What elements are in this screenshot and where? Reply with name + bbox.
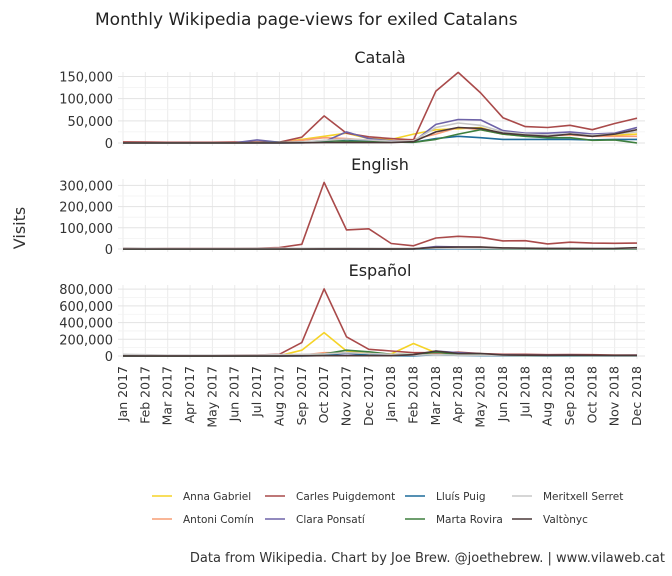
x-tick-label: Apr 2018 [450,366,465,423]
y-tick-label: 100,000 [59,93,113,108]
legend: Anna Gabriel Antoni Comín Carles Puigdemon… [152,491,623,526]
x-tick-label: Dec 2018 [629,366,644,426]
legend-item-marta-rovira: Marta Rovira [405,514,503,526]
x-tick-label: Jun 2018 [495,366,510,422]
legend-label: Carles Puigdemont [296,491,395,503]
x-tick-label: Mar 2018 [428,366,443,425]
legend-item-valtonyc: Valtònyc [512,514,588,526]
x-tick-label: Dec 2017 [361,366,376,426]
x-tick-label: Oct 2018 [584,366,599,423]
x-tick-label: Jan 2017 [115,366,130,422]
x-tick-label: May 2018 [473,366,488,428]
legend-label: Clara Ponsatí [296,514,366,526]
legend-item-clara-ponsati: Clara Ponsatí [265,514,366,526]
x-tick-label: Sep 2017 [294,366,309,425]
x-tick-label: Jun 2017 [227,366,242,422]
y-tick-label: 300,000 [59,179,113,194]
legend-label: Antoni Comín [183,514,254,526]
y-tick-label: 50,000 [68,115,114,130]
legend-label: Marta Rovira [436,514,503,526]
x-axis: Jan 2017 Feb 2017 Mar 2017 Apr 2017 May 2017… [115,366,644,428]
chart-title: Monthly Wikipedia page-views for exiled … [95,10,518,30]
series-line-valtonyc [123,246,638,250]
series-line-valtonyc [123,126,638,144]
legend-item-meritxell-serret: Meritxell Serret [512,491,623,503]
series-line-valtonyc [123,350,637,357]
x-tick-label: Oct 2017 [316,366,331,423]
y-tick-label: 400,000 [59,317,113,332]
chart-caption: Data from Wikipedia. Chart by Joe Brew. … [190,551,665,566]
y-tick-label: 0 [105,243,113,258]
y-tick-label: 200,000 [59,201,113,216]
x-tick-label: Nov 2017 [339,366,354,426]
x-tick-label: Jul 2018 [517,366,532,418]
panel-title-espanol: Español [349,261,412,280]
x-tick-label: May 2017 [204,366,219,428]
y-tick-label: 600,000 [59,300,113,315]
legend-label: Valtònyc [543,514,588,526]
legend-item-carles-puigdemont: Carles Puigdemont [265,491,395,503]
x-tick-label: Aug 2017 [271,366,286,426]
legend-item-lluis-puig: Lluís Puig [405,491,486,503]
y-tick-label: 150,000 [59,70,113,85]
legend-label: Lluís Puig [436,491,486,503]
panel-title-english: English [351,155,409,174]
x-tick-label: Jul 2017 [249,366,264,418]
legend-label: Anna Gabriel [183,491,251,503]
legend-label: Meritxell Serret [543,491,623,503]
x-tick-label: Mar 2017 [160,366,175,425]
x-tick-label: Feb 2018 [406,366,421,424]
y-tick-label: 800,000 [59,283,113,298]
x-tick-label: Feb 2017 [137,366,152,424]
y-tick-label: 0 [105,350,113,365]
x-tick-label: Jan 2018 [383,366,398,422]
x-tick-label: Aug 2018 [540,366,555,426]
legend-item-antoni-comin: Antoni Comín [152,514,254,526]
chart-panels: Català 0 50,000 100,000 150,000 English 0 100,0… [59,48,645,365]
y-tick-label: 0 [105,137,113,152]
y-tick-label: 200,000 [59,333,113,348]
legend-item-anna-gabriel: Anna Gabriel [152,491,251,503]
y-axis-label: Visits [10,207,29,249]
x-tick-label: Apr 2017 [182,366,197,423]
x-tick-label: Nov 2018 [607,366,622,426]
y-tick-label: 100,000 [59,222,113,237]
x-tick-label: Sep 2018 [562,366,577,425]
panel-title-catala: Català [354,48,405,67]
panel-catala: Català 0 50,000 100,000 150,000 [59,48,645,152]
panel-english: English 0 100,000 200,000 300,000 [59,155,645,258]
